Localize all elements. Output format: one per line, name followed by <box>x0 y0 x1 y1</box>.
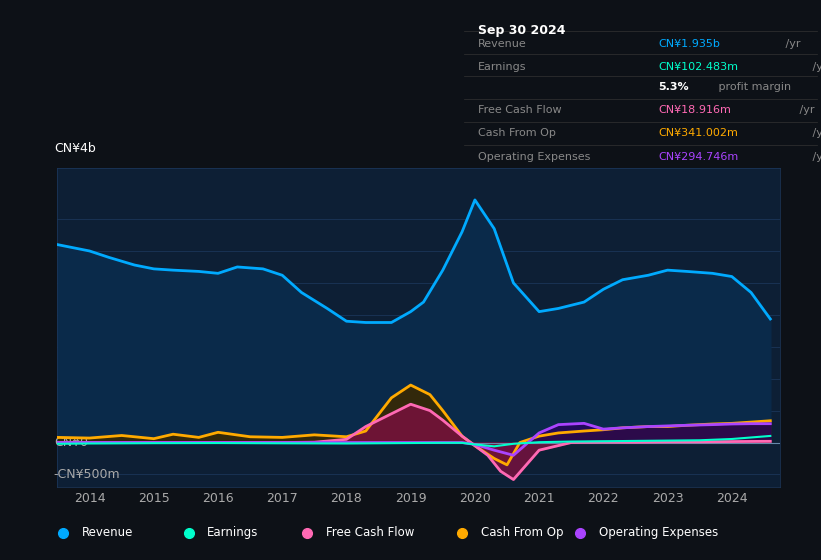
Text: CN¥0: CN¥0 <box>54 436 88 449</box>
Text: Cash From Op: Cash From Op <box>481 526 563 539</box>
Text: Free Cash Flow: Free Cash Flow <box>325 526 414 539</box>
Text: -CN¥500m: -CN¥500m <box>54 468 121 481</box>
Text: /yr: /yr <box>796 105 814 115</box>
Text: Operating Expenses: Operating Expenses <box>599 526 718 539</box>
Text: profit margin: profit margin <box>715 82 791 92</box>
Text: CN¥102.483m: CN¥102.483m <box>658 62 738 72</box>
Text: Earnings: Earnings <box>208 526 259 539</box>
Text: /yr: /yr <box>810 128 821 138</box>
Text: /yr: /yr <box>782 39 800 49</box>
Text: CN¥4b: CN¥4b <box>54 142 95 155</box>
Text: /yr: /yr <box>810 152 821 162</box>
Text: Cash From Op: Cash From Op <box>478 128 556 138</box>
Text: Earnings: Earnings <box>478 62 526 72</box>
Text: CN¥294.746m: CN¥294.746m <box>658 152 738 162</box>
Text: Free Cash Flow: Free Cash Flow <box>478 105 562 115</box>
Text: Operating Expenses: Operating Expenses <box>478 152 590 162</box>
Text: CN¥1.935b: CN¥1.935b <box>658 39 720 49</box>
Text: Sep 30 2024: Sep 30 2024 <box>478 25 566 38</box>
Text: Revenue: Revenue <box>478 39 527 49</box>
Text: 5.3%: 5.3% <box>658 82 689 92</box>
Text: Revenue: Revenue <box>82 526 133 539</box>
Text: CN¥341.002m: CN¥341.002m <box>658 128 738 138</box>
Text: CN¥18.916m: CN¥18.916m <box>658 105 731 115</box>
Text: /yr: /yr <box>810 62 821 72</box>
